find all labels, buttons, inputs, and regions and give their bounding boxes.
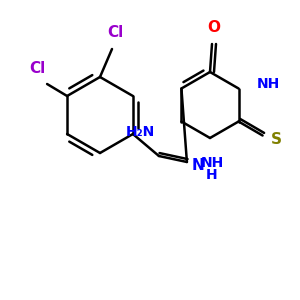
- Text: NH: NH: [200, 156, 224, 170]
- Text: Cl: Cl: [107, 25, 123, 40]
- Text: N: N: [192, 158, 205, 173]
- Text: NH: NH: [256, 77, 280, 92]
- Text: Cl: Cl: [29, 61, 45, 76]
- Text: H: H: [206, 168, 218, 182]
- Text: O: O: [208, 20, 220, 35]
- Text: H₂N: H₂N: [126, 124, 155, 139]
- Text: S: S: [271, 132, 282, 147]
